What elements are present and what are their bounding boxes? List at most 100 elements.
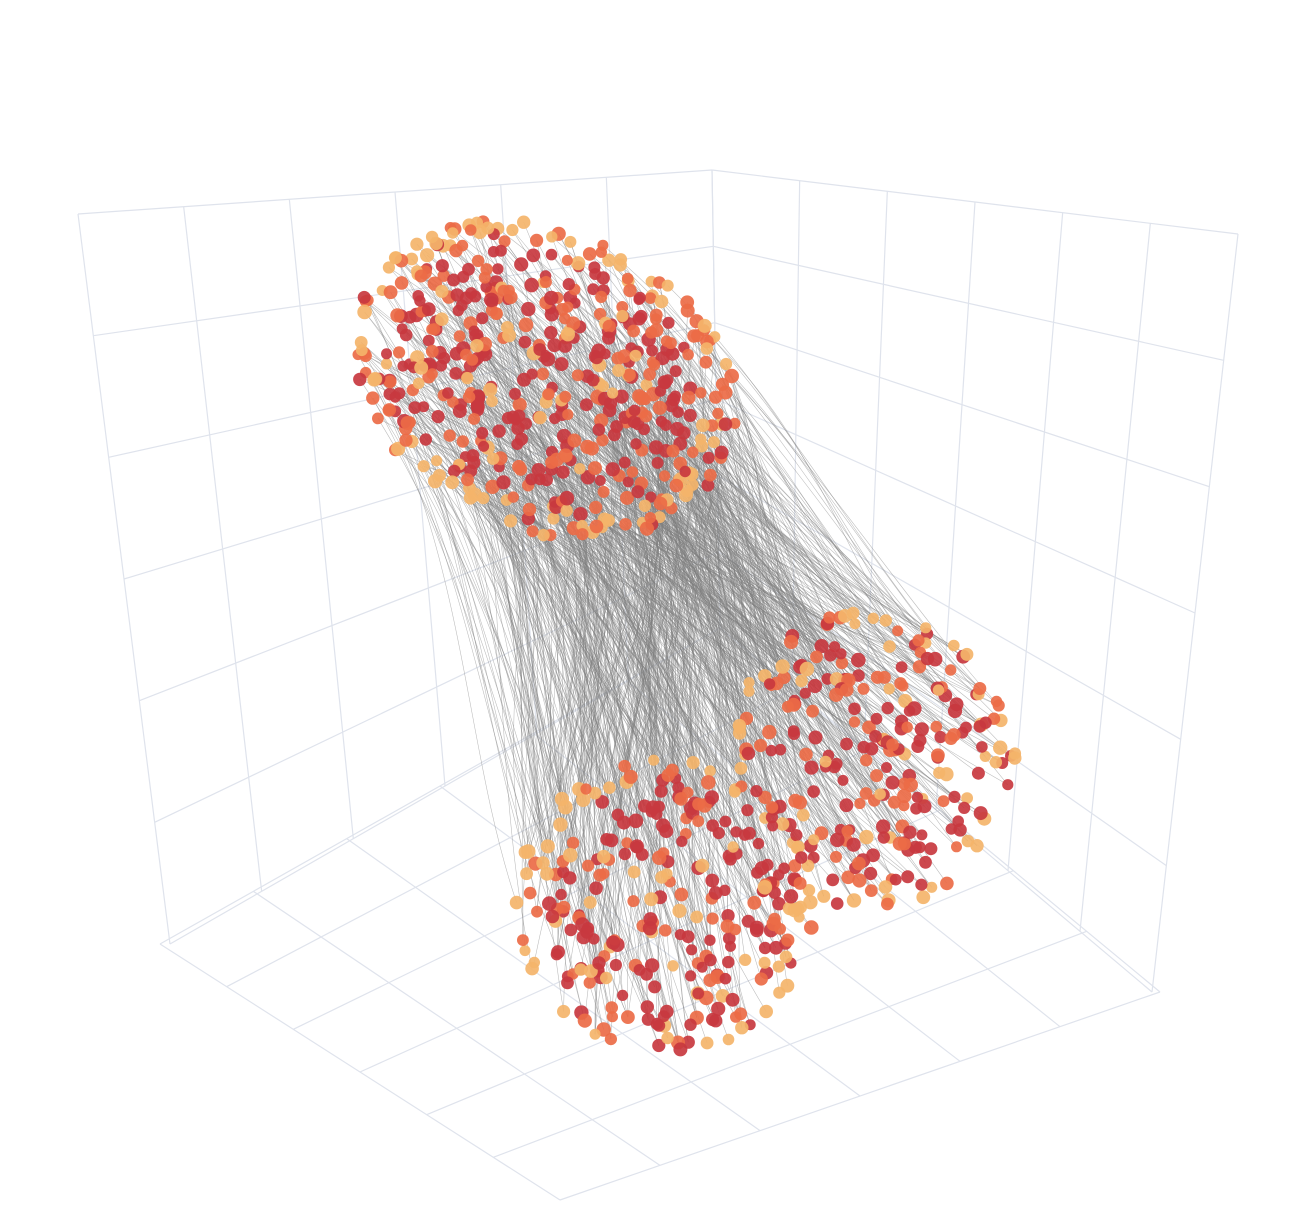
lower-cluster-point[interactable] [916,890,931,905]
upper-cluster-point[interactable] [506,410,520,424]
upper-cluster-point[interactable] [471,254,485,268]
upper-cluster-point[interactable] [435,284,449,298]
lower-cluster-point[interactable] [561,976,574,990]
lower-cluster-point[interactable] [754,972,768,986]
lower-cluster-point[interactable] [606,935,621,950]
lower-cluster-point[interactable] [769,940,783,955]
upper-cluster-point[interactable] [397,360,409,372]
lower-cluster-point[interactable] [672,903,687,919]
upper-cluster-point[interactable] [355,344,368,357]
upper-cluster-point[interactable] [597,239,609,251]
lower-cluster-point[interactable] [628,813,644,829]
upper-cluster-point[interactable] [540,473,553,487]
lower-cluster-point[interactable] [692,815,705,828]
upper-cluster-point[interactable] [521,301,536,317]
upper-cluster-point[interactable] [638,423,650,436]
lower-cluster-point[interactable] [848,702,861,716]
lower-cluster-point[interactable] [631,841,643,853]
upper-cluster-point[interactable] [644,292,657,304]
lower-cluster-point[interactable] [864,884,878,897]
lower-cluster-point[interactable] [759,1004,773,1019]
upper-cluster-point[interactable] [478,440,490,452]
lower-cluster-point[interactable] [655,870,669,884]
upper-cluster-point[interactable] [448,464,461,478]
upper-cluster-point[interactable] [560,504,573,517]
upper-cluster-point[interactable] [669,365,682,378]
lower-cluster-point[interactable] [876,819,891,834]
lower-cluster-point[interactable] [588,786,602,800]
lower-cluster-point[interactable] [684,1018,697,1031]
upper-cluster-point[interactable] [492,263,504,275]
lower-cluster-point[interactable] [839,683,854,697]
lower-cluster-point[interactable] [583,976,596,989]
lower-cluster-point[interactable] [892,836,907,851]
lower-cluster-point[interactable] [787,725,800,737]
lower-cluster-point[interactable] [735,1020,749,1035]
lower-cluster-point[interactable] [558,799,573,815]
lower-cluster-point[interactable] [703,973,717,987]
upper-cluster-point[interactable] [486,452,500,465]
lower-cluster-point[interactable] [774,743,787,756]
lower-cluster-point[interactable] [907,701,922,716]
upper-cluster-point[interactable] [559,390,572,403]
upper-cluster-point[interactable] [562,409,574,421]
lower-cluster-point[interactable] [523,886,537,900]
lower-cluster-point[interactable] [947,703,963,719]
lower-cluster-point[interactable] [600,971,613,985]
upper-cluster-point[interactable] [605,462,620,477]
lower-cluster-point[interactable] [603,781,616,794]
lower-cluster-point[interactable] [895,661,908,673]
lower-cluster-point[interactable] [743,677,755,688]
upper-cluster-point[interactable] [649,308,663,322]
upper-cluster-point[interactable] [461,371,474,385]
upper-cluster-point[interactable] [353,372,367,387]
lower-cluster-point[interactable] [643,912,658,927]
lower-cluster-point[interactable] [973,682,987,695]
lower-cluster-point[interactable] [914,722,929,737]
lower-cluster-point[interactable] [674,792,688,806]
upper-cluster-point[interactable] [602,253,616,267]
upper-cluster-point[interactable] [485,479,500,494]
lower-cluster-point[interactable] [961,834,975,848]
lower-cluster-point[interactable] [821,673,834,685]
lower-cluster-point[interactable] [793,795,807,810]
lower-cluster-point[interactable] [768,912,781,926]
upper-cluster-point[interactable] [602,331,616,345]
lower-cluster-point[interactable] [652,1019,666,1032]
lower-cluster-point[interactable] [885,775,900,790]
upper-cluster-point[interactable] [399,328,413,342]
lower-cluster-point[interactable] [692,797,706,811]
upper-cluster-point[interactable] [462,390,476,404]
upper-cluster-point[interactable] [700,342,714,355]
upper-cluster-point[interactable] [576,519,588,532]
upper-cluster-point[interactable] [452,404,467,419]
lower-cluster-point[interactable] [618,759,631,773]
lower-cluster-point[interactable] [887,795,901,809]
lower-cluster-point[interactable] [881,897,894,911]
lower-cluster-point[interactable] [826,873,840,887]
upper-cluster-point[interactable] [450,288,464,302]
upper-cluster-point[interactable] [412,290,425,302]
lower-cluster-point[interactable] [835,648,847,660]
lower-cluster-point[interactable] [600,833,614,846]
upper-cluster-point[interactable] [517,215,531,229]
lower-cluster-point[interactable] [886,738,899,752]
lower-cluster-point[interactable] [898,800,910,812]
upper-cluster-point[interactable] [381,348,392,360]
lower-cluster-point[interactable] [727,841,739,853]
lower-cluster-point[interactable] [883,683,895,695]
lower-cluster-point[interactable] [732,718,747,733]
upper-cluster-point[interactable] [544,290,559,306]
upper-cluster-point[interactable] [512,459,526,474]
upper-cluster-point[interactable] [595,290,608,303]
lower-cluster-point[interactable] [598,868,610,880]
upper-cluster-point[interactable] [468,325,480,337]
lower-cluster-point[interactable] [540,866,554,881]
lower-cluster-point[interactable] [795,674,808,688]
upper-cluster-point[interactable] [579,398,593,412]
upper-cluster-point[interactable] [558,448,573,463]
upper-cluster-point[interactable] [452,304,464,317]
upper-cluster-point[interactable] [561,254,573,266]
lower-cluster-point[interactable] [924,842,938,856]
